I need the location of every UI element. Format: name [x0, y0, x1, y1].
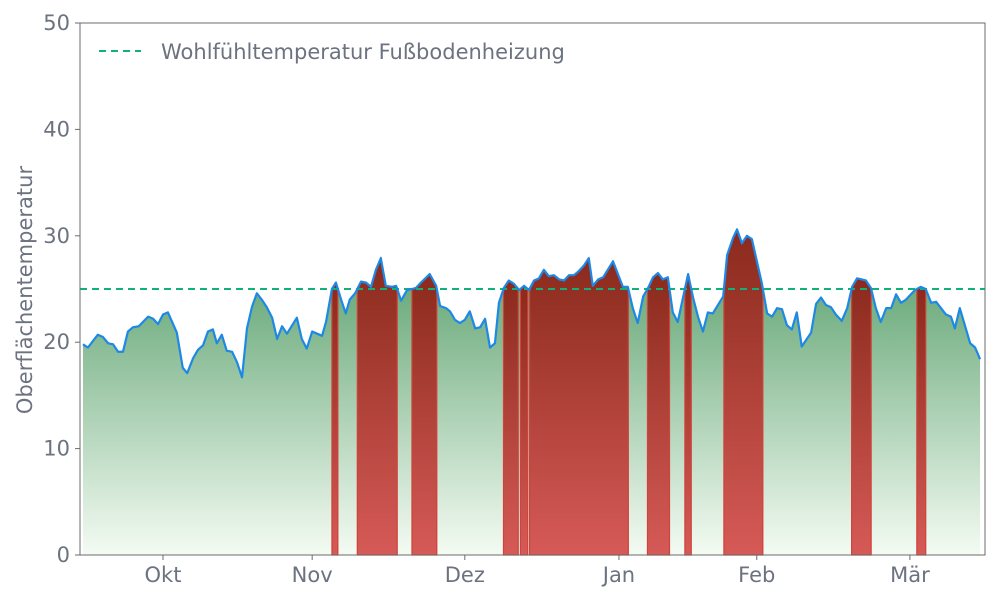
above-threshold-area	[520, 286, 527, 555]
x-tick-label: Feb	[738, 563, 775, 587]
above-threshold-area	[530, 258, 629, 555]
above-threshold-area	[357, 258, 397, 555]
above-threshold-area	[724, 229, 763, 555]
above-threshold-area	[647, 273, 669, 555]
legend: Wohlfühltemperatur Fußbodenheizung	[99, 40, 565, 64]
above-threshold-area	[503, 280, 518, 555]
x-tick-label: Okt	[145, 563, 182, 587]
x-tick-label: Jan	[601, 563, 635, 587]
above-threshold-area	[685, 274, 691, 555]
y-tick-label: 0	[57, 543, 70, 567]
y-tick-label: 20	[43, 330, 70, 354]
y-tick-label: 30	[43, 224, 70, 248]
x-axis: Okt Nov Dez Jan Feb Mär	[145, 555, 931, 587]
x-tick-label: Mär	[890, 563, 930, 587]
legend-threshold-label: Wohlfühltemperatur Fußbodenheizung	[161, 40, 565, 64]
y-axis: 0 10 20 30 40 50	[43, 11, 80, 567]
above-threshold-area	[412, 274, 437, 555]
above-threshold-area	[332, 283, 338, 555]
y-axis-label: Oberflächentemperatur	[13, 166, 37, 415]
y-tick-label: 50	[43, 11, 70, 35]
above-threshold-area	[852, 278, 872, 555]
x-tick-label: Dez	[445, 563, 485, 587]
y-tick-label: 10	[43, 437, 70, 461]
above-threshold-area	[917, 287, 926, 555]
x-tick-label: Nov	[292, 563, 333, 587]
y-tick-label: 40	[43, 117, 70, 141]
